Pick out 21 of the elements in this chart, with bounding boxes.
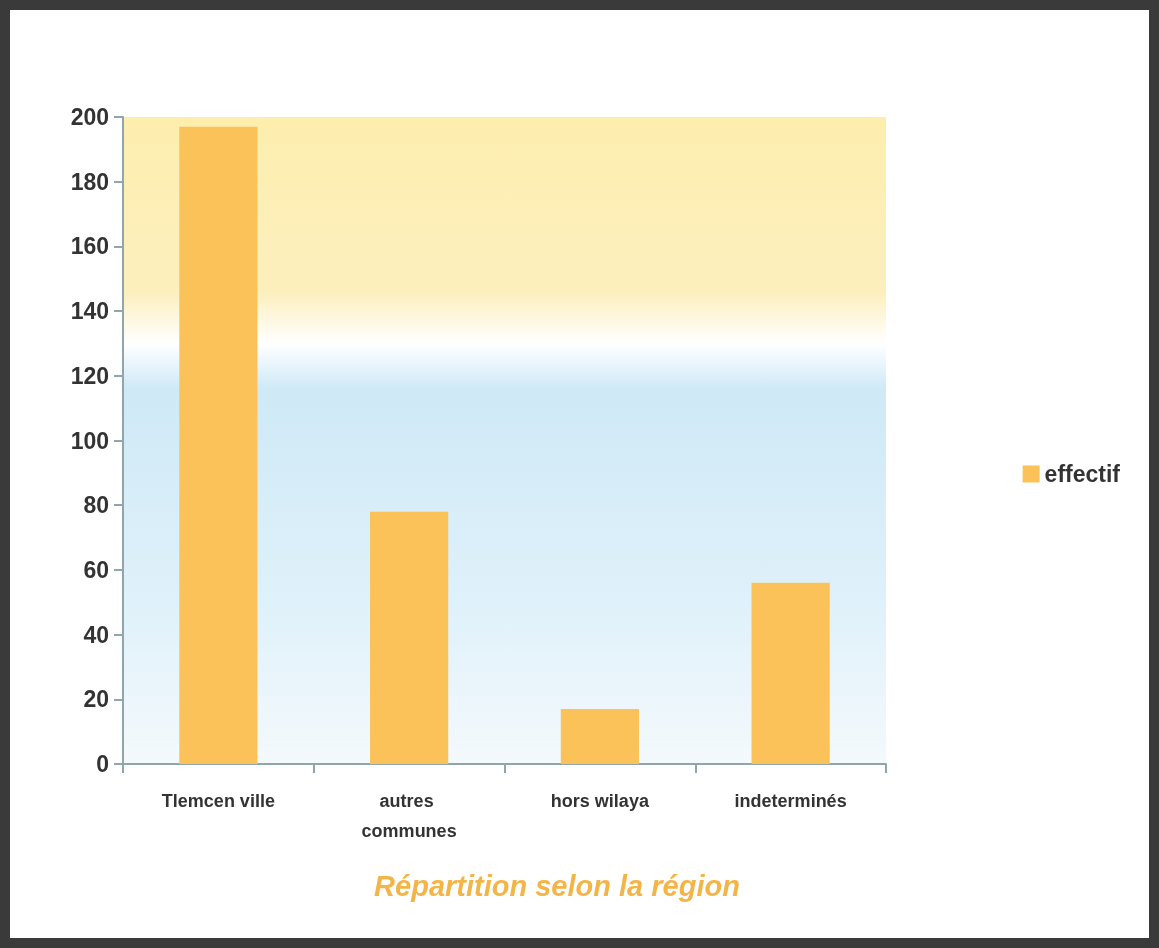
text: Répartition selon la région [374,869,740,902]
y-tick-label: 180 [70,168,109,195]
bar [370,511,449,764]
x-tick-label: Tlemcen ville [161,791,275,811]
y-tick-label: 0 [96,751,109,777]
y-tick-label: 80 [83,492,109,519]
y-tick-label: 60 [83,556,109,583]
y-tick-label: 20 [83,686,109,713]
bar [560,709,639,764]
x-tick-label: hors wilaya [550,791,650,811]
y-tick-label: 200 [70,104,109,130]
y-tick-label: 100 [70,427,109,454]
y-tick-label: 40 [83,621,109,648]
y-tick-label: 160 [70,233,109,260]
bar [751,582,830,764]
x-tick-label: autres communes [361,791,457,841]
x-tick-label: indeterminés [734,791,847,811]
y-tick-label: 140 [70,298,109,325]
bar [179,126,258,764]
y-tick-label: 120 [70,362,109,389]
legend-label: effectif [1044,461,1121,487]
